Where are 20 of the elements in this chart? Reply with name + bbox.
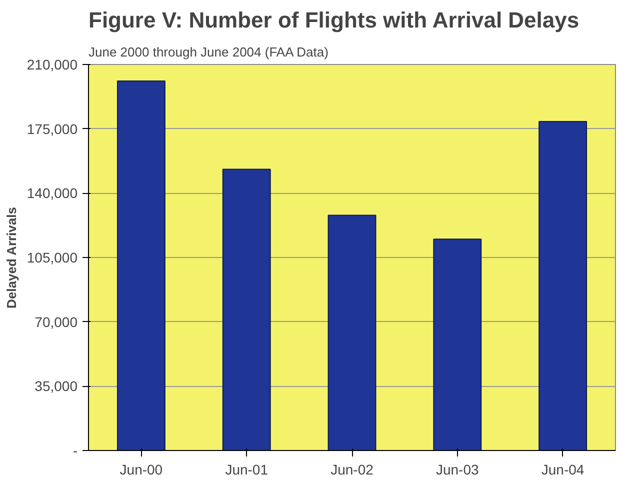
x-tick-label: Jun-03 [436, 462, 480, 478]
x-tick-label: Jun-02 [330, 462, 374, 478]
y-axis-title: Delayed Arrivals [4, 207, 19, 308]
bar [222, 168, 271, 450]
y-tick-label: 175,000 [26, 120, 78, 137]
y-tick-label: 35,000 [34, 378, 78, 394]
chart-title: Figure V: Number of Flights with Arrival Delays [88, 8, 580, 32]
bar [328, 214, 376, 450]
chart-subtitle: June 2000 through June 2004 (FAA Data) [88, 44, 328, 60]
bar [433, 238, 482, 450]
y-tick-label: 140,000 [26, 185, 78, 202]
bar [116, 80, 166, 450]
x-tick-label: Jun-00 [120, 462, 163, 478]
bar [538, 120, 588, 450]
x-tick-label: Jun-01 [225, 462, 268, 478]
y-tick-label: - [72, 442, 78, 458]
y-tick-label: 70,000 [34, 314, 78, 330]
y-tick-label: 210,000 [26, 56, 78, 72]
x-tick-label: Jun-04 [541, 462, 584, 478]
y-tick-label: 105,000 [26, 250, 78, 266]
